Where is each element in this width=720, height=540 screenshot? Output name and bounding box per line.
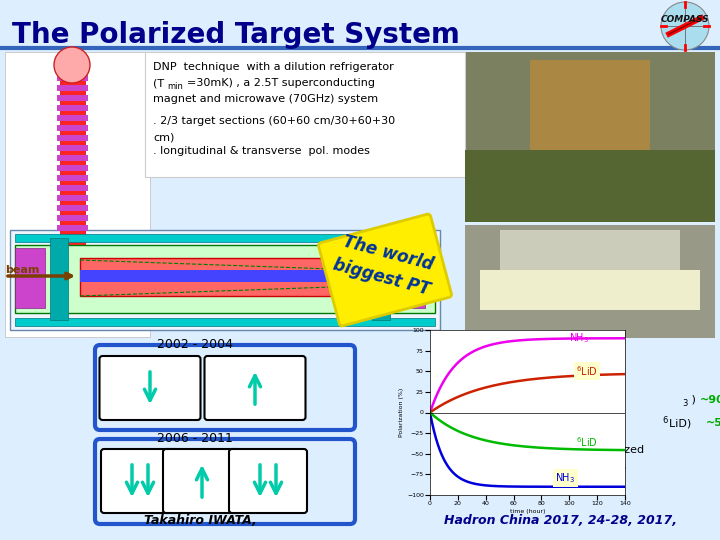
- Text: COMPASS: COMPASS: [661, 16, 709, 24]
- Text: Hadron China 2017, 24-28, 2017,: Hadron China 2017, 24-28, 2017,: [444, 514, 677, 527]
- Text: . 2/3 target sections (60+60 cm/30+60+30: . 2/3 target sections (60+60 cm/30+60+30: [153, 116, 395, 126]
- Bar: [10, 230, 440, 330]
- Bar: [57, 95, 88, 101]
- Text: NH$_3$: NH$_3$: [570, 332, 590, 346]
- Text: ): ): [688, 395, 703, 405]
- Text: DNP  technique  with a dilution refrigerator: DNP technique with a dilution refrigerat…: [153, 62, 394, 72]
- Bar: [15, 248, 45, 308]
- Y-axis label: Polarization (%): Polarization (%): [399, 388, 404, 437]
- Circle shape: [661, 2, 709, 50]
- Bar: [57, 155, 88, 161]
- Text: 2006 - 2011: 2006 - 2011: [157, 432, 233, 445]
- Text: 2002 - 2004: 2002 - 2004: [157, 338, 233, 351]
- Bar: [372, 238, 390, 320]
- FancyBboxPatch shape: [204, 356, 305, 420]
- Text: cm): cm): [153, 132, 174, 142]
- Bar: [57, 225, 88, 231]
- Bar: [57, 135, 88, 141]
- Bar: [15, 234, 435, 242]
- Text: $^6$LiD: $^6$LiD: [576, 435, 598, 449]
- Text: beam: beam: [5, 265, 40, 275]
- Text: → Polarization of proton(NH: → Polarization of proton(NH: [470, 395, 623, 405]
- FancyBboxPatch shape: [95, 439, 355, 524]
- FancyBboxPatch shape: [318, 214, 451, 326]
- Text: 6: 6: [662, 416, 667, 425]
- Bar: [57, 105, 88, 111]
- Text: LiD): LiD): [669, 418, 698, 428]
- Text: ~90%: ~90%: [700, 395, 720, 405]
- FancyBboxPatch shape: [95, 345, 355, 430]
- Circle shape: [54, 47, 90, 83]
- Bar: [0, 0, 720, 48]
- Text: Takahiro IWATA,: Takahiro IWATA,: [143, 514, 256, 527]
- FancyBboxPatch shape: [229, 449, 307, 513]
- Text: → dilution factor  f≐50%: → dilution factor f≐50%: [490, 462, 626, 472]
- Text: The world
biggest PT: The world biggest PT: [331, 231, 438, 299]
- Bar: [57, 85, 88, 91]
- Bar: [57, 125, 88, 131]
- Text: . longitudinal & transverse  pol. modes: . longitudinal & transverse pol. modes: [153, 146, 370, 156]
- Bar: [60, 58, 85, 258]
- Bar: [57, 65, 88, 71]
- Bar: [57, 205, 88, 211]
- Text: =30mK) , a 2.5T superconducting: =30mK) , a 2.5T superconducting: [187, 78, 375, 88]
- Bar: [57, 75, 88, 81]
- X-axis label: time (hour): time (hour): [510, 509, 545, 514]
- Bar: [57, 185, 88, 191]
- Bar: [57, 115, 88, 121]
- FancyBboxPatch shape: [163, 449, 241, 513]
- Bar: [395, 248, 425, 308]
- Text: (T: (T: [153, 78, 164, 88]
- Bar: [465, 150, 715, 222]
- Text: The Polarized Target System: The Polarized Target System: [12, 21, 460, 49]
- Text: min: min: [167, 82, 183, 91]
- Bar: [480, 270, 700, 310]
- Bar: [57, 195, 88, 201]
- Bar: [465, 52, 715, 222]
- Bar: [465, 52, 715, 222]
- Bar: [57, 165, 88, 171]
- Text: ~50%: ~50%: [706, 418, 720, 428]
- Bar: [145, 52, 465, 177]
- Text: magnet and microwave (70GHz) system: magnet and microwave (70GHz) system: [153, 94, 378, 104]
- Bar: [465, 225, 715, 338]
- Bar: [80, 258, 360, 296]
- Text: .⁶Li  (~α+d)  also  polarized: .⁶Li (~α+d) also polarized: [490, 445, 644, 455]
- FancyBboxPatch shape: [99, 356, 200, 420]
- Bar: [80, 270, 360, 282]
- Bar: [5, 52, 150, 337]
- Text: →Polarization of deuteron(: →Polarization of deuteron(: [470, 418, 617, 428]
- Text: 3: 3: [682, 399, 688, 408]
- Bar: [530, 60, 650, 160]
- Text: NH$_3$: NH$_3$: [555, 471, 575, 485]
- Bar: [50, 238, 68, 320]
- Bar: [15, 245, 435, 313]
- Bar: [57, 215, 88, 221]
- Bar: [500, 230, 680, 310]
- Bar: [57, 175, 88, 181]
- FancyBboxPatch shape: [101, 449, 179, 513]
- Bar: [57, 145, 88, 151]
- Bar: [15, 318, 435, 326]
- Text: $^6$LiD: $^6$LiD: [576, 364, 598, 378]
